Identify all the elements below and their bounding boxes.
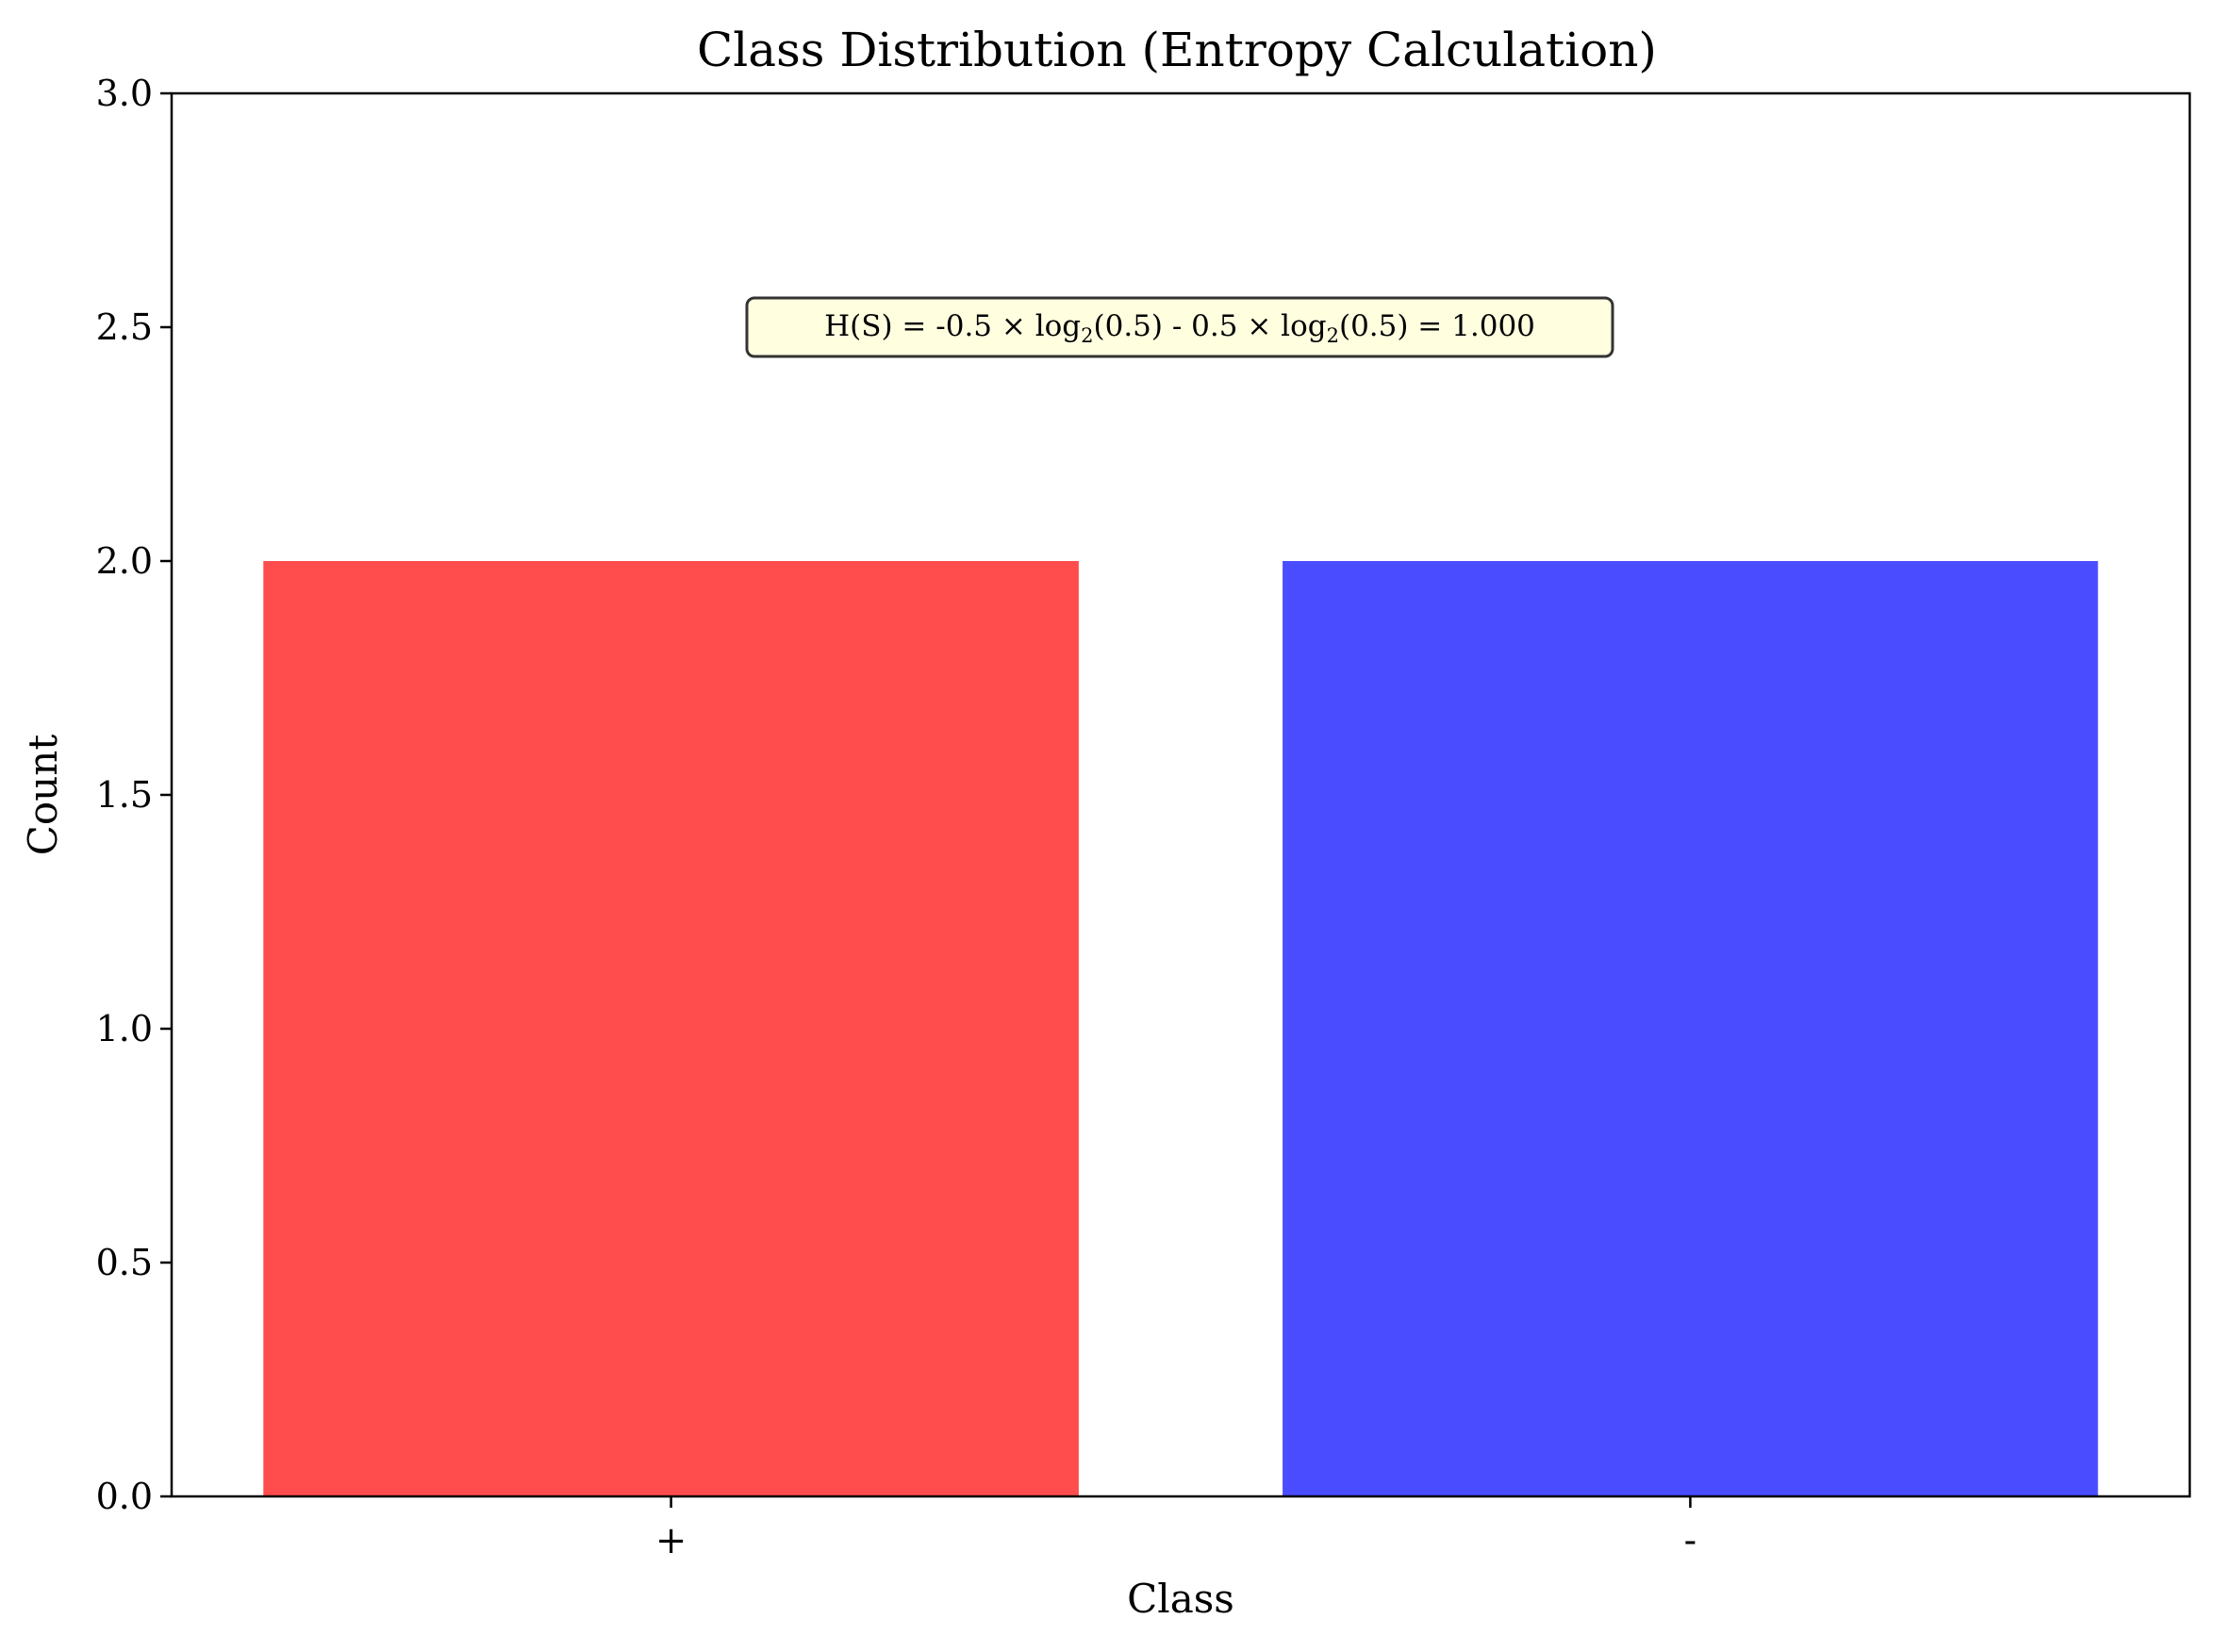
y-tick-label: 1.0: [96, 1008, 153, 1049]
y-tick-label: 2.5: [96, 306, 153, 348]
y-tick-label: 0.0: [96, 1476, 153, 1517]
bar-plus: [263, 561, 1079, 1496]
chart-title: Class Distribution (Entropy Calculation): [697, 23, 1657, 77]
y-tick-label: 1.5: [96, 774, 153, 816]
y-tick-label: 0.5: [96, 1242, 153, 1283]
x-tick-label: +: [655, 1519, 687, 1562]
annotation-subscript: 2: [1081, 324, 1093, 347]
annotation-part: H(S) = -0.5 × log: [824, 309, 1081, 343]
y-axis-label: Count: [20, 735, 66, 856]
x-axis-ticks: + -: [655, 1496, 1697, 1562]
x-axis-label: Class: [1127, 1576, 1234, 1622]
annotation-subscript: 2: [1327, 324, 1339, 347]
y-tick-label: 3.0: [96, 73, 153, 114]
annotation-part: (0.5) - 0.5 × log: [1094, 309, 1327, 343]
bars-group: [263, 561, 2098, 1496]
entropy-annotation: H(S) = -0.5 × log2(0.5) - 0.5 × log2(0.5…: [745, 296, 1614, 358]
y-tick-label: 2.0: [96, 540, 153, 582]
annotation-text: H(S) = -0.5 × log2(0.5) - 0.5 × log2(0.5…: [824, 309, 1535, 347]
annotation-box: [745, 296, 1614, 358]
y-axis-ticks: 0.0 0.5 1.0 1.5 2.0 2.5 3.0: [96, 73, 172, 1517]
x-tick-label: -: [1684, 1519, 1697, 1562]
annotation-part: (0.5) = 1.000: [1339, 309, 1535, 343]
plot-frame: [170, 91, 2192, 1498]
bar-minus: [1283, 561, 2098, 1496]
